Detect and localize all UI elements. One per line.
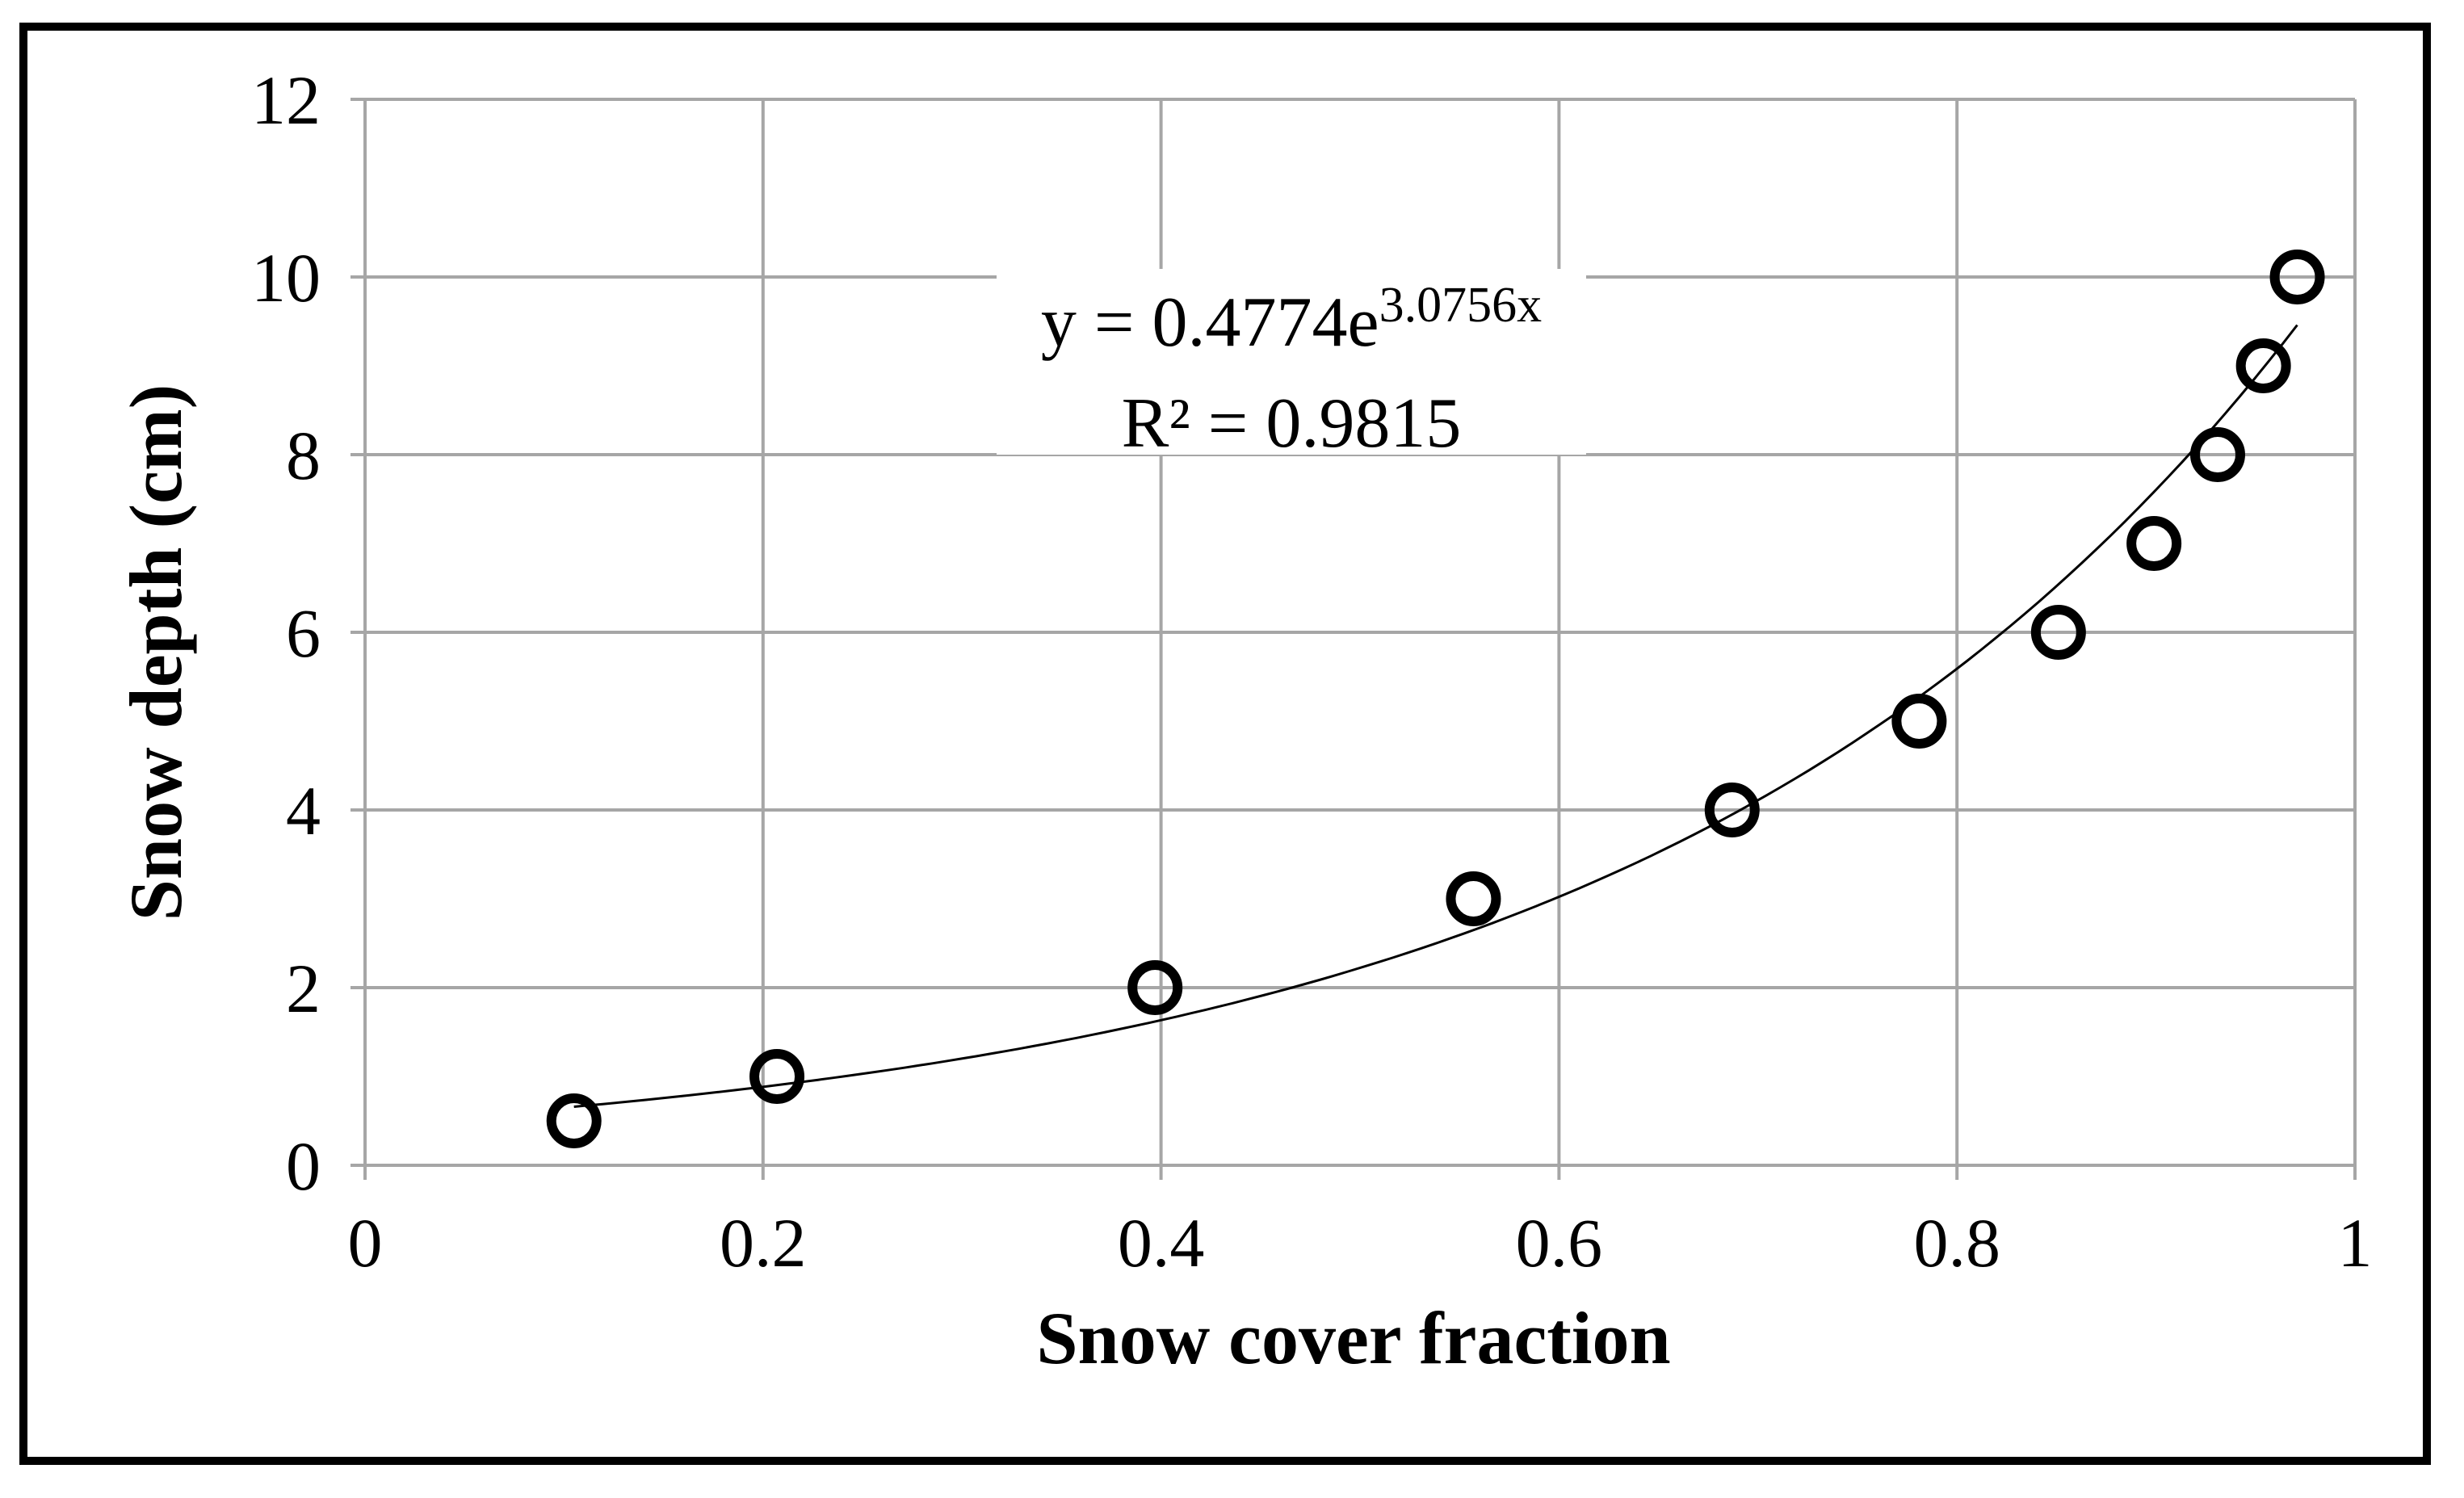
y-axis-title: Snow depth (cm) bbox=[115, 384, 197, 921]
grid bbox=[365, 98, 2357, 1165]
equation-base: y = 0.4774e bbox=[1041, 283, 1379, 362]
y-tick-label: 2 bbox=[286, 950, 321, 1027]
x-tick-label: 0.4 bbox=[1118, 1204, 1205, 1282]
x-tick-label: 0.8 bbox=[1913, 1204, 2000, 1282]
data-point bbox=[1446, 871, 1501, 926]
trendline bbox=[573, 324, 2298, 1108]
chart-frame: y = 0.4774e3.0756x R² = 0.9815 0 0.2 0.4 0.… bbox=[19, 23, 2431, 1465]
data-points bbox=[546, 250, 2325, 1148]
axes bbox=[351, 98, 2357, 1180]
equation-background bbox=[997, 269, 1586, 455]
data-point bbox=[2189, 427, 2245, 482]
data-point bbox=[546, 1093, 602, 1148]
y-tick-label: 10 bbox=[251, 239, 321, 317]
data-point bbox=[2126, 516, 2182, 571]
data-point bbox=[2030, 605, 2086, 660]
y-tick-label: 12 bbox=[251, 61, 321, 139]
trendline-equation: y = 0.4774e3.0756x bbox=[1041, 278, 1542, 362]
x-tick-label: 0.2 bbox=[720, 1204, 807, 1282]
trendline-group bbox=[573, 324, 2298, 1108]
chart-svg: y = 0.4774e3.0756x R² = 0.9815 0 0.2 0.4 0.… bbox=[115, 61, 2373, 1379]
data-point bbox=[1891, 694, 1947, 749]
y-tick-label: 4 bbox=[286, 772, 321, 850]
data-point bbox=[1704, 783, 1760, 837]
data-point bbox=[2235, 338, 2291, 393]
x-tick-label: 0 bbox=[348, 1204, 383, 1282]
y-tick-label: 8 bbox=[286, 417, 321, 494]
x-axis-title: Snow cover fraction bbox=[1036, 1297, 1670, 1379]
x-tick-label: 1 bbox=[2338, 1204, 2373, 1282]
y-tick-label: 6 bbox=[286, 594, 321, 672]
equation-annotation: y = 0.4774e3.0756x R² = 0.9815 bbox=[997, 269, 1586, 463]
r-squared-label: R² = 0.9815 bbox=[1122, 384, 1462, 463]
data-point bbox=[2269, 250, 2325, 304]
y-tick-label: 0 bbox=[286, 1127, 321, 1205]
equation-exponent: 3.0756x bbox=[1379, 278, 1543, 333]
data-point bbox=[1127, 960, 1183, 1015]
data-point bbox=[749, 1049, 805, 1104]
x-tick-label: 0.6 bbox=[1516, 1204, 1603, 1282]
